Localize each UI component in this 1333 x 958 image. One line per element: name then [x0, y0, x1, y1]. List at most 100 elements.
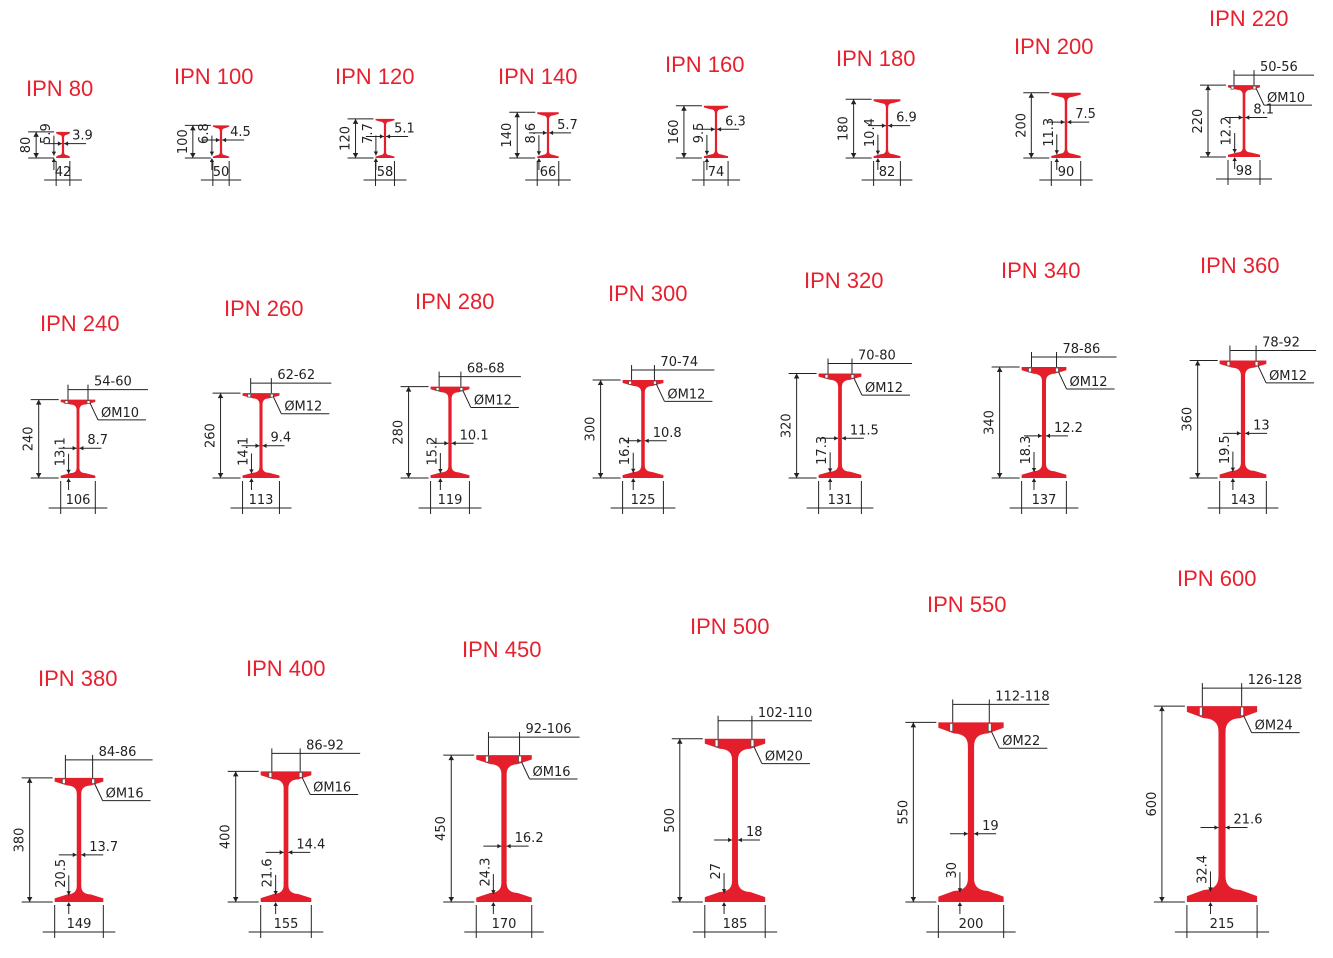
arrowhead — [273, 902, 278, 906]
bolt-gauge-label: 112-118 — [995, 689, 1049, 704]
profile-ipn-600: IPN 600 600 215 21.6 32.4 126-128 ØM24 — [1145, 566, 1302, 938]
arrowhead — [721, 889, 727, 894]
arrowhead — [1038, 433, 1043, 439]
arrowhead — [1045, 433, 1050, 439]
web-thickness-label: 18 — [746, 825, 763, 840]
arrowhead — [81, 852, 86, 858]
arrowhead — [1060, 119, 1065, 125]
width-label: 113 — [249, 493, 274, 508]
dimension-line — [89, 402, 99, 421]
profile-title: IPN 500 — [690, 614, 770, 639]
bolt-hole — [850, 374, 855, 379]
bolt-hole — [824, 374, 829, 379]
profile-title: IPN 400 — [246, 656, 326, 681]
dimension-line — [753, 746, 763, 764]
arrowhead — [79, 446, 84, 451]
i-beam-section — [260, 771, 312, 902]
flange-thickness-label: 8.6 — [524, 123, 539, 144]
i-beam-section — [1186, 706, 1258, 902]
width-label: 74 — [708, 165, 725, 180]
arrowhead — [66, 469, 71, 474]
arrowhead — [841, 436, 846, 441]
width-label: 131 — [828, 493, 853, 508]
arrowhead — [644, 438, 649, 443]
arrowhead — [1238, 115, 1243, 120]
profile-ipn-380: IPN 380 380 149 13.7 20.5 84-86 ØM16 — [13, 666, 153, 938]
arrowhead — [850, 99, 857, 105]
arrowhead — [514, 112, 520, 118]
bolt-hole — [86, 400, 91, 405]
arrowhead — [1225, 825, 1230, 830]
height-label: 120 — [339, 126, 354, 151]
height-label: 320 — [780, 413, 795, 438]
height-label: 160 — [667, 119, 682, 144]
arrowhead — [1067, 119, 1072, 125]
bolt-hole — [1230, 85, 1235, 90]
bolt-hole — [1198, 706, 1203, 717]
i-beam-section — [375, 118, 395, 158]
web-thickness-label: 11.5 — [850, 423, 879, 438]
web-thickness-label: 13.7 — [89, 840, 118, 855]
arrowhead — [209, 158, 215, 162]
arrowhead — [1031, 468, 1037, 473]
bolt-hole — [987, 723, 992, 732]
arrowhead — [910, 722, 917, 728]
bolt-gauge-label: 70-80 — [858, 349, 896, 364]
arrowhead — [597, 473, 604, 478]
arrowhead — [1232, 157, 1237, 161]
arrowhead — [451, 441, 456, 446]
height-label: 200 — [1014, 113, 1029, 138]
bolt-diameter-label: ØM12 — [1070, 375, 1108, 390]
bolt-gauge-label: 68-68 — [467, 362, 505, 377]
arrowhead — [405, 473, 412, 478]
height-label: 180 — [837, 116, 852, 141]
dimension-line — [990, 731, 1000, 749]
bolt-hole — [459, 387, 464, 391]
arrowhead — [33, 153, 39, 158]
arrowhead — [536, 158, 542, 162]
arrowhead — [875, 158, 881, 162]
arrowhead — [438, 469, 443, 474]
arrowhead — [352, 118, 359, 124]
arrowhead — [373, 151, 379, 156]
dimension-line — [94, 783, 104, 801]
profile-ipn-300: IPN 300 300 125 10.8 16.2 70-74 ØM12 — [584, 281, 715, 514]
arrowhead — [710, 127, 715, 132]
web-thickness-label: 10.1 — [460, 428, 489, 443]
bolt-gauge-label: 78-92 — [1262, 335, 1300, 350]
dimension-line — [1257, 365, 1267, 384]
profile-ipn-360: IPN 360 360 143 13 19.5 78-92 ØM12 — [1181, 253, 1317, 514]
arrowhead — [249, 469, 254, 474]
web-thickness-label: 5.1 — [394, 121, 415, 136]
arrowhead — [1159, 897, 1165, 902]
arrowhead — [728, 837, 733, 843]
arrowhead — [677, 738, 683, 744]
web-thickness-label: 16.2 — [515, 831, 544, 846]
i-beam-section — [1228, 85, 1260, 157]
dimension-line — [1243, 715, 1253, 733]
arrowhead — [888, 123, 893, 128]
i-beam-section — [60, 399, 96, 478]
profile-title: IPN 100 — [174, 64, 254, 89]
height-label: 100 — [176, 129, 191, 154]
arrowhead — [51, 158, 57, 162]
arrowhead — [66, 891, 71, 896]
dimension-line — [521, 761, 530, 780]
profile-ipn-450: IPN 450 450 170 16.2 24.3 92-106 ØM16 — [434, 637, 580, 938]
arrowhead — [1194, 473, 1201, 478]
bolt-hole — [91, 778, 96, 785]
i-beam-section — [212, 125, 230, 158]
arrowhead — [262, 443, 267, 448]
bolt-hole — [1254, 361, 1259, 367]
arrowhead — [66, 902, 71, 906]
arrowhead — [996, 473, 1003, 478]
profile-title: IPN 280 — [415, 289, 495, 314]
arrowhead — [66, 478, 71, 482]
arrowhead — [1028, 153, 1035, 158]
profile-ipn-120: IPN 120 120 58 5.1 7.7 — [335, 64, 415, 186]
bolt-hole — [1252, 85, 1257, 90]
arrowhead — [1031, 478, 1037, 482]
web-thickness-label: 12.2 — [1054, 421, 1083, 436]
bolt-gauge-label: 84-86 — [99, 745, 137, 760]
